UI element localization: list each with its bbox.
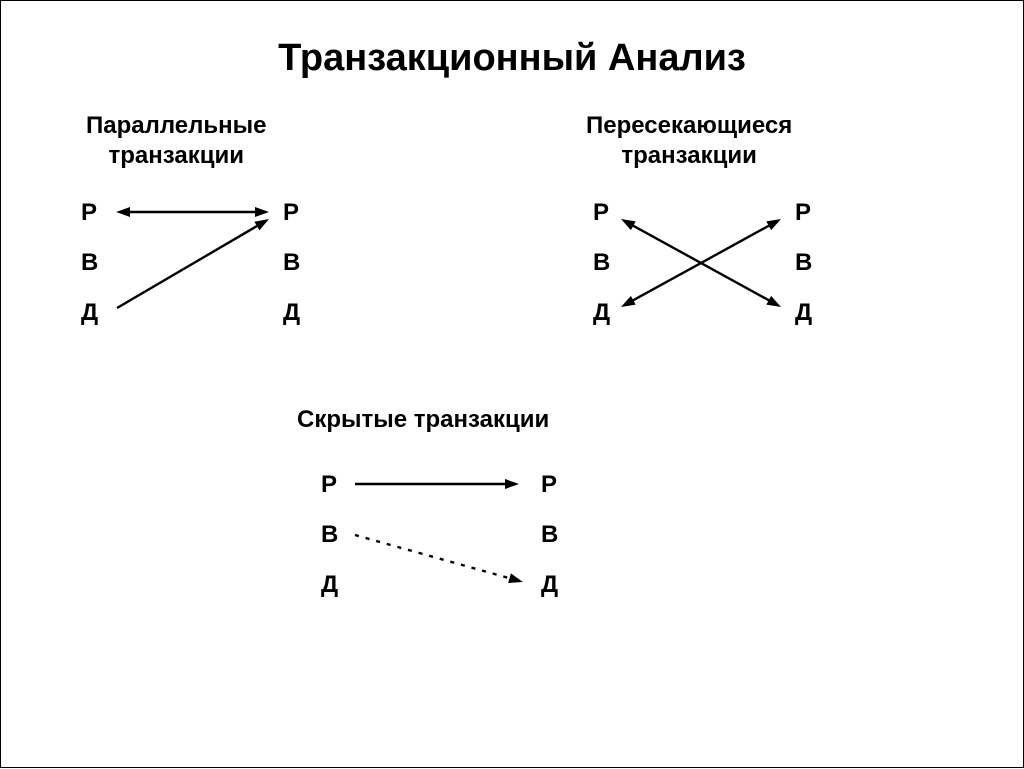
state-label-p3r-d: Д	[541, 571, 558, 599]
state-label-p1l-p: Р	[81, 199, 97, 227]
arrow-a-hid-vd	[355, 535, 523, 583]
subtitle-sub-parallel: Параллельные транзакции	[86, 111, 266, 171]
state-label-p2l-v: В	[593, 249, 610, 277]
state-label-p1l-d: Д	[81, 299, 98, 327]
state-label-p2l-p: Р	[593, 199, 609, 227]
state-label-p1r-d: Д	[283, 299, 300, 327]
state-label-p3l-p: Р	[321, 471, 337, 499]
state-label-p1l-v: В	[81, 249, 98, 277]
state-label-p3r-p: Р	[541, 471, 557, 499]
state-label-p3l-v: В	[321, 521, 338, 549]
arrow-a-par-pp	[116, 207, 269, 217]
state-label-p1r-p: Р	[283, 199, 299, 227]
state-label-p3l-d: Д	[321, 571, 338, 599]
arrow-a-par-d-p	[117, 219, 269, 308]
subtitle-sub-hidden: Скрытые транзакции	[297, 405, 549, 435]
state-label-p2r-p: Р	[795, 199, 811, 227]
state-label-p1r-v: В	[283, 249, 300, 277]
state-label-p2r-v: В	[795, 249, 812, 277]
arrow-a-hid-pp	[355, 479, 519, 489]
state-label-p3r-v: В	[541, 521, 558, 549]
page-title: Транзакционный Анализ	[1, 37, 1023, 80]
state-label-p2r-d: Д	[795, 299, 812, 327]
subtitle-sub-crossing: Пересекающиеся транзакции	[586, 111, 792, 171]
arrow-a-cross-1	[621, 219, 781, 307]
arrow-a-cross-2	[621, 219, 781, 307]
state-label-p2l-d: Д	[593, 299, 610, 327]
